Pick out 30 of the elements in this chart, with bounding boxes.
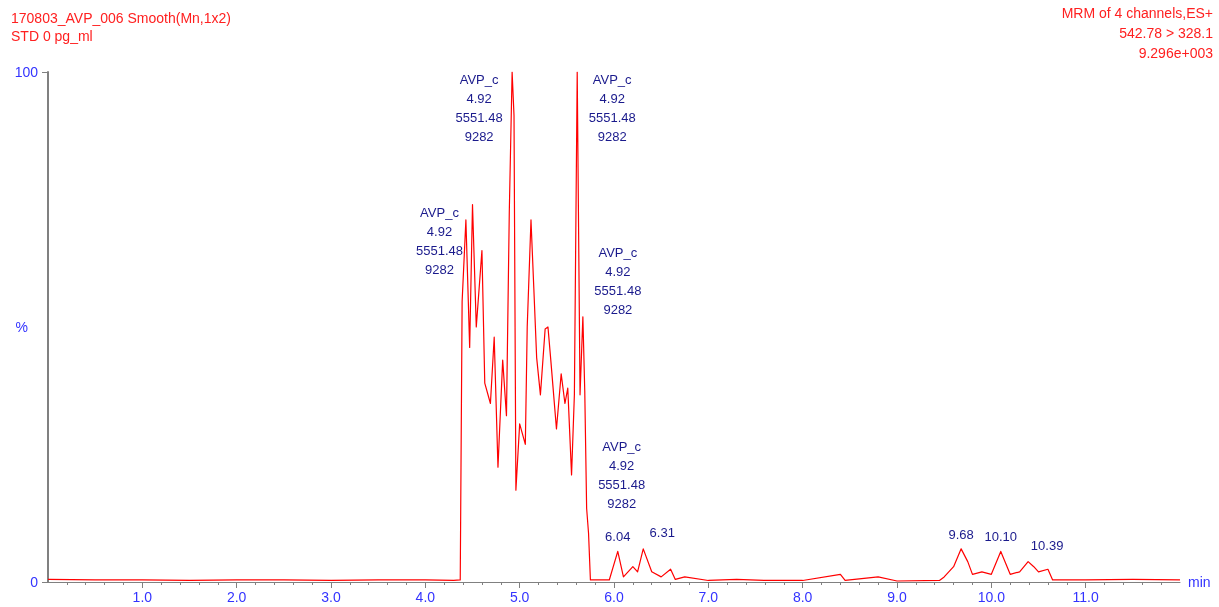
x-tick-label: 6.0 bbox=[604, 589, 624, 605]
annotation: 6.04 bbox=[605, 529, 631, 545]
annotation: AVP_c 4.92 5551.48 9282 bbox=[416, 204, 463, 277]
x-tick-label: 1.0 bbox=[132, 589, 153, 605]
chart-subtitle: STD 0 pg_ml bbox=[11, 28, 93, 44]
x-tick-label: 8.0 bbox=[792, 589, 813, 605]
annotation: AVP_c 4.92 5551.48 9282 bbox=[594, 244, 642, 317]
x-tick-label: 5.0 bbox=[509, 589, 530, 605]
annotation: 9.68 bbox=[948, 526, 974, 542]
text: MRM of 4 channels,ES+ bbox=[1061, 5, 1214, 21]
chart-title: 170803_AVP_006 Smooth(Mn,1x2) bbox=[11, 10, 231, 26]
x-tick-label: 10.0 bbox=[977, 589, 1006, 605]
annotation: 10.10 bbox=[984, 529, 1018, 545]
x-tick-label: 4.0 bbox=[415, 589, 436, 605]
annotation: AVP_c 4.92 5551.48 9282 bbox=[588, 72, 636, 144]
annotation: AVP_c 4.92 5551.48 9282 bbox=[455, 72, 503, 144]
annotation: AVP_c 4.92 5551.48 9282 bbox=[598, 438, 646, 511]
x-tick-label: 2.0 bbox=[226, 589, 247, 605]
y-axis-title: % bbox=[15, 319, 28, 335]
x-tick-label: 9.0 bbox=[887, 589, 907, 605]
x-axis-title: min bbox=[1188, 574, 1211, 590]
annotation: 10.39 bbox=[1030, 538, 1064, 554]
text: 9.296e+003 bbox=[1138, 45, 1214, 61]
annotation: 6.31 bbox=[649, 525, 675, 541]
x-tick-label: 3.0 bbox=[321, 589, 341, 605]
x-tick-label: 11.0 bbox=[1072, 589, 1099, 605]
text: 542.78 > 328.1 bbox=[1119, 25, 1214, 41]
y-tick-label: 100 bbox=[14, 64, 39, 80]
x-tick-label: 7.0 bbox=[698, 589, 719, 605]
y-tick-label: 0 bbox=[30, 574, 39, 590]
